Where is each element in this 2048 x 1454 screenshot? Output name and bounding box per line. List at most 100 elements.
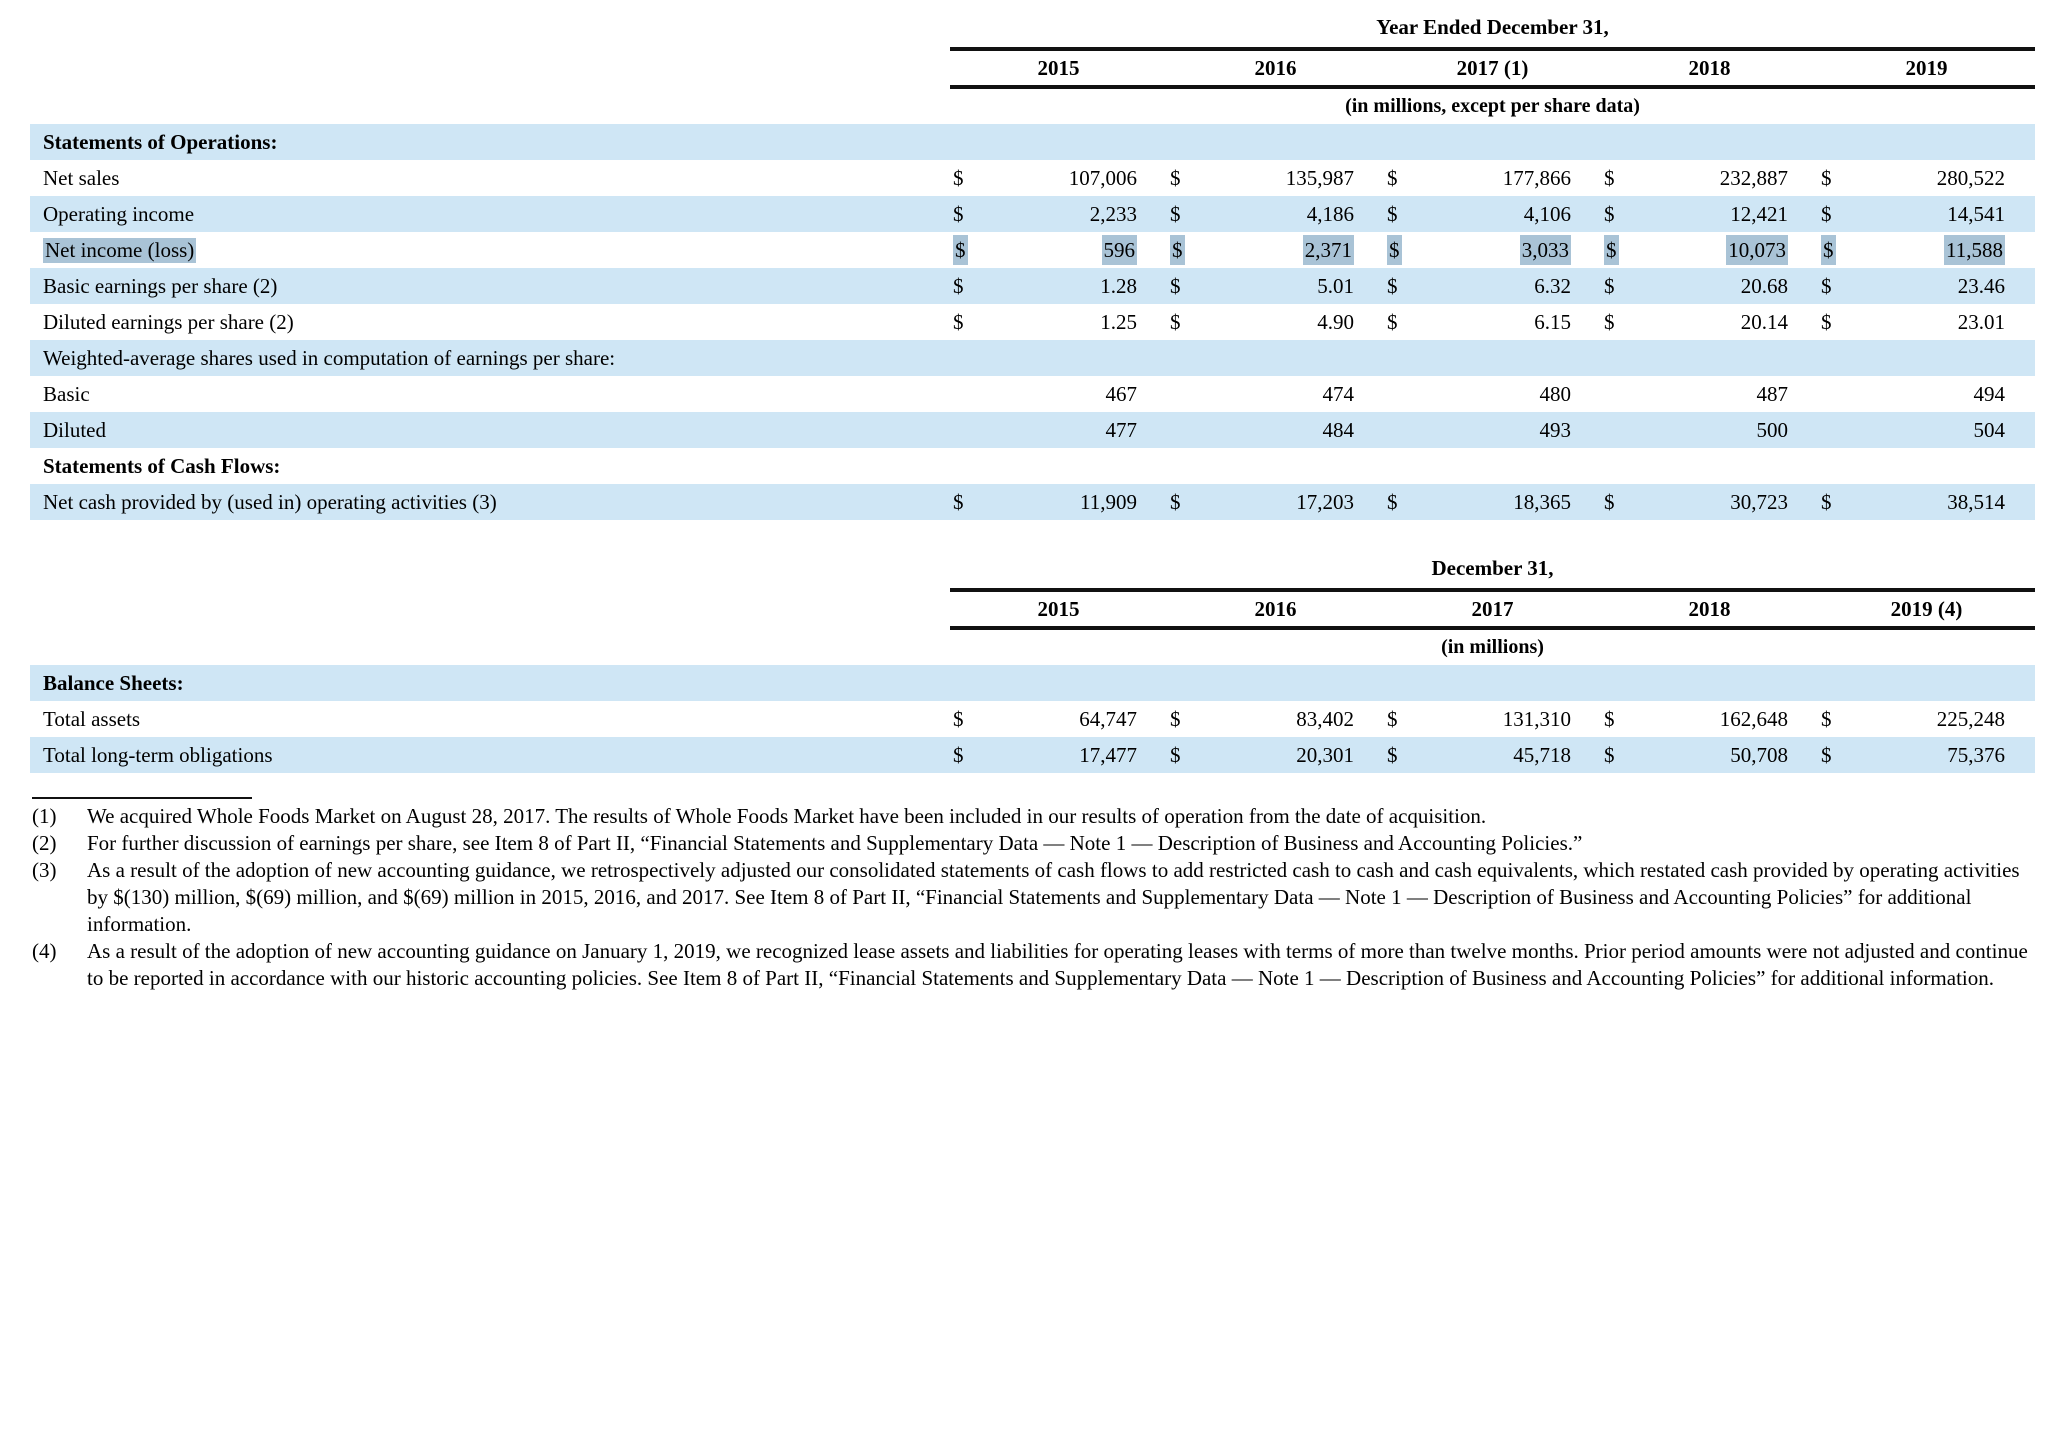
balance-units-note: (in millions) — [1441, 636, 1544, 658]
dollar-sign-cell: $ — [953, 742, 964, 767]
value-cell: 20.68 — [1740, 273, 1788, 298]
value-cell: 17,477 — [1079, 742, 1137, 767]
dollar-sign-cell: $ — [1604, 309, 1615, 334]
dollar-sign-cell: $ — [1604, 201, 1615, 226]
value-cell: 23.46 — [1957, 273, 2005, 298]
dollar-sign-cell: $ — [1170, 309, 1181, 334]
header-rule — [950, 85, 2035, 89]
dollar-sign-cell: $ — [950, 234, 994, 265]
table-row: Basic 467 474 480 487 494 — [30, 376, 2035, 412]
row-label: Net cash provided by (used in) operating… — [43, 489, 497, 514]
operations-year-headers: 2015 2016 2017 (1) 2018 2019 — [950, 51, 2035, 85]
balance-year-headers: 2015 2016 2017 2018 2019 (4) — [950, 592, 2035, 626]
value-cell: 232,887 — [1719, 165, 1788, 190]
year-column-header: 2019 (4) — [1890, 596, 1963, 621]
dollar-sign-cell: $ — [1387, 742, 1398, 767]
value-cell: 17,203 — [1296, 489, 1354, 514]
value-cell: 38,514 — [1947, 489, 2005, 514]
dollar-sign-cell: $ — [1821, 273, 1832, 298]
value-cell: 12,421 — [1730, 201, 1788, 226]
value-cell: 4,106 — [1523, 201, 1571, 226]
value-cell: 480 — [1539, 381, 1572, 406]
value-cell: 64,747 — [1079, 706, 1137, 731]
dollar-sign-cell: $ — [1821, 489, 1832, 514]
value-cell: 500 — [1756, 417, 1789, 442]
selected-text-highlight: 11,588 — [1944, 234, 2005, 265]
row-label: Statements of Cash Flows: — [43, 453, 281, 478]
value-cell: 474 — [1322, 381, 1355, 406]
table-row: Operating income $2,233 $4,186 $4,106 $12,42… — [30, 196, 2035, 232]
table-row: Statements of Operations: — [30, 124, 2035, 160]
value-cell: 596 — [994, 234, 1167, 265]
year-column-header: 2017 (1) — [1456, 55, 1529, 80]
value-cell: 20.14 — [1740, 309, 1788, 334]
footnote: (1) We acquired Whole Foods Market on Aug… — [30, 803, 2038, 830]
dollar-sign-cell: $ — [953, 489, 964, 514]
table-row: Balance Sheets: — [30, 665, 2035, 701]
dollar-sign-cell: $ — [1387, 165, 1398, 190]
value-cell: 20,301 — [1296, 742, 1354, 767]
row-label: Weighted-average shares used in computat… — [43, 345, 616, 370]
year-column-header: 2018 — [1688, 596, 1731, 621]
year-column-header: 2019 — [1905, 55, 1948, 80]
value-cell: 494 — [1973, 381, 2006, 406]
dollar-sign-cell: $ — [1821, 706, 1832, 731]
dollar-sign-cell: $ — [1387, 706, 1398, 731]
table-row: Net cash provided by (used in) operating… — [30, 484, 2035, 520]
selected-text-highlight: Net income (loss) — [43, 237, 197, 263]
value-cell: 50,708 — [1730, 742, 1788, 767]
table-row: Statements of Cash Flows: — [30, 448, 2035, 484]
footnote-divider — [32, 797, 252, 799]
footnote-marker: (2) — [32, 831, 57, 855]
dollar-sign-cell: $ — [1604, 489, 1615, 514]
dollar-sign-cell: $ — [1821, 165, 1832, 190]
footnote: (2) For further discussion of earnings pe… — [30, 830, 2038, 857]
page-content: Year Ended December 31, 2015 2016 2017 (1)… — [30, 0, 2035, 992]
dollar-sign-cell: $ — [1170, 489, 1181, 514]
table-row: Total long-term obligations $17,477 $20,30… — [30, 737, 2035, 773]
row-label: Net income (loss) — [30, 237, 950, 263]
footnote: (4) As a result of the adoption of new ac… — [30, 938, 2038, 992]
selected-text-highlight: $ — [1604, 234, 1619, 265]
value-cell: 467 — [1105, 381, 1138, 406]
row-label: Operating income — [43, 201, 195, 226]
table-row: Total assets $64,747 $83,402 $131,310 $162,6… — [30, 701, 2035, 737]
selected-text-highlight: $ — [953, 234, 968, 265]
footnote-text: As a result of the adoption of new accou… — [87, 858, 2020, 936]
value-cell: 11,909 — [1080, 489, 1137, 514]
value-cell: 45,718 — [1513, 742, 1571, 767]
dollar-sign-cell: $ — [1387, 489, 1398, 514]
dollar-sign-cell: $ — [953, 273, 964, 298]
dollar-sign-cell: $ — [1170, 706, 1181, 731]
value-cell: 487 — [1756, 381, 1789, 406]
dollar-sign-cell: $ — [1167, 234, 1211, 265]
header-rule — [950, 588, 2035, 592]
row-label: Net sales — [43, 165, 120, 190]
value-cell: 5.01 — [1317, 273, 1354, 298]
operations-units-note: (in millions, except per share data) — [1345, 95, 1640, 117]
value-cell: 4.90 — [1317, 309, 1354, 334]
value-cell: 484 — [1322, 417, 1355, 442]
value-cell: 3,033 — [1428, 234, 1601, 265]
value-cell: 11,588 — [1862, 234, 2035, 265]
dollar-sign-cell: $ — [1387, 309, 1398, 334]
value-cell: 23.01 — [1957, 309, 2005, 334]
balance-sheet-table: December 31, 2015 2016 2017 2018 2019 (4) (i… — [30, 520, 2035, 773]
year-column-header: 2016 — [1254, 55, 1297, 80]
row-label: Total long-term obligations — [43, 742, 273, 767]
dollar-sign-cell: $ — [953, 165, 964, 190]
dollar-sign-cell: $ — [1170, 273, 1181, 298]
row-label: Basic — [43, 381, 90, 406]
row-label: Statements of Operations: — [43, 129, 278, 154]
value-cell: 280,522 — [1936, 165, 2005, 190]
table-row: Diluted earnings per share (2) $1.25 $4.90… — [30, 304, 2035, 340]
value-cell: 162,648 — [1719, 706, 1788, 731]
value-cell: 4,186 — [1306, 201, 1354, 226]
value-cell: 1.25 — [1100, 309, 1137, 334]
selected-text-highlight: 10,073 — [1726, 234, 1788, 265]
selected-text-highlight: 3,033 — [1519, 234, 1571, 265]
dollar-sign-cell: $ — [1601, 234, 1645, 265]
table-row: Net income (loss) $596 $2,371 $3,033 $10,073… — [30, 232, 2035, 268]
selected-text-highlight: 2,371 — [1302, 234, 1354, 265]
